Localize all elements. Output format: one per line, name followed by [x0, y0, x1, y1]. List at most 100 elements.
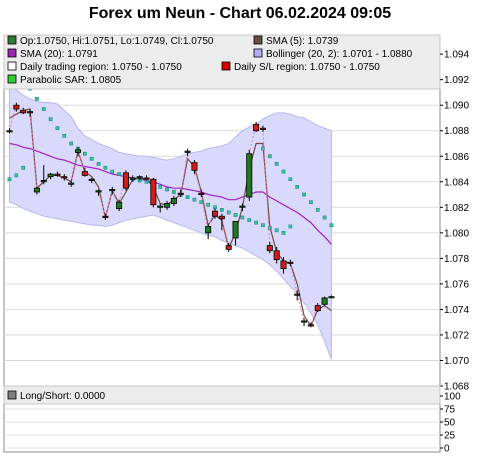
psar-dot — [329, 223, 334, 228]
candle-body — [184, 150, 191, 153]
legend-swatch — [221, 61, 231, 71]
lower-legend-background — [3, 385, 441, 405]
candle-body — [225, 245, 232, 250]
psar-dot — [14, 173, 19, 178]
psar-dot — [83, 151, 87, 156]
y-tick-label: 1.070 — [444, 356, 469, 367]
y-tick-label: 100 — [444, 392, 461, 403]
y-tick-label: 1.092 — [444, 75, 469, 86]
candle-body — [81, 171, 88, 176]
candle-body — [164, 203, 171, 208]
psar-dot — [233, 213, 238, 217]
y-tick-label: 0 — [444, 444, 450, 455]
legend-swatch — [7, 61, 17, 71]
psar-dot — [213, 205, 217, 210]
gap-connector — [104, 190, 113, 218]
candle-body — [246, 153, 253, 198]
psar-dot — [261, 223, 265, 228]
psar-dot — [267, 154, 272, 159]
candle-body — [129, 177, 136, 180]
candle-body — [239, 205, 246, 208]
psar-dot — [110, 169, 115, 174]
candle-body — [294, 293, 301, 296]
gap-connector — [29, 112, 38, 193]
legend-label: Parabolic SAR: 1.0805 — [20, 75, 122, 86]
legend-swatch — [7, 48, 17, 58]
candle-body — [205, 226, 212, 234]
candle-body — [259, 127, 266, 130]
y-tick-label: 1.094 — [444, 50, 469, 61]
psar-dot — [103, 165, 108, 170]
psar-dot — [48, 117, 53, 122]
psar-dot — [192, 197, 197, 202]
candle-body — [301, 320, 308, 323]
legend-label: Op:1.0750, Hi:1.0751, Lo:1.0749, Cl:1.07… — [20, 36, 214, 47]
gap-connector — [70, 152, 79, 184]
psar-dot — [144, 179, 149, 184]
psar-dot — [240, 215, 245, 220]
gap-connector — [296, 293, 305, 323]
psar-dot — [165, 187, 169, 192]
candle-body — [102, 215, 109, 218]
candle-body — [211, 210, 218, 217]
psar-dot — [281, 169, 286, 174]
psar-dot — [21, 165, 26, 170]
y-tick-label: 1.068 — [444, 382, 469, 393]
psar-dot — [322, 215, 327, 220]
legend: Op:1.0750, Hi:1.0751, Lo:1.0749, Cl:1.07… — [3, 34, 441, 90]
gap-connector — [180, 152, 189, 195]
psar-dot — [55, 126, 60, 131]
y-tick-label: 1.084 — [444, 177, 469, 188]
gap-connector — [221, 218, 230, 246]
y-tick-label: 1.086 — [444, 152, 469, 163]
candle-body — [150, 178, 157, 206]
candle-body — [266, 245, 273, 252]
candle-body — [307, 324, 314, 327]
lower-legend: Long/Short: 0.0000 — [3, 385, 441, 405]
psar-dot — [96, 162, 101, 166]
candle-body — [68, 182, 75, 185]
y-tick-label: 50 — [444, 418, 456, 429]
candle-body — [143, 177, 150, 180]
candle-body — [54, 173, 61, 176]
candle-body — [75, 149, 82, 153]
candle-body — [20, 109, 27, 114]
y-tick-label: 1.088 — [444, 126, 469, 137]
candle-body — [61, 176, 68, 179]
legend-label: Bollinger (20, 2): 1.0701 - 1.0880 — [266, 49, 413, 60]
candle-body — [273, 250, 280, 261]
candle-body — [33, 187, 40, 193]
psar-dot — [185, 195, 190, 199]
candlesticks — [6, 102, 335, 328]
sma20-line — [9, 142, 332, 245]
gap-connector — [289, 263, 298, 295]
psar-dot — [117, 172, 121, 176]
y-tick-label: 25 — [444, 431, 456, 442]
legend-label: SMA (5): 1.0739 — [266, 36, 339, 47]
legend-swatch — [7, 35, 17, 45]
legend-swatch — [7, 390, 17, 400]
psar-dot — [89, 156, 94, 161]
psar-dot — [254, 220, 258, 225]
candle-body — [13, 104, 20, 110]
chart-title: Forex um Neun - Chart 06.02.2024 09:05 — [89, 5, 391, 22]
candle-body — [280, 260, 287, 269]
candle-body — [27, 111, 34, 114]
candle-body — [314, 305, 321, 312]
long-short-axis: 0 25 50 75 100 — [440, 392, 461, 455]
candle-body — [198, 192, 205, 195]
psar-dot — [41, 107, 46, 111]
legend-label: Daily trading region: 1.0750 - 1.0750 — [20, 62, 182, 73]
candle-body — [170, 197, 177, 204]
psar-dot — [220, 208, 224, 212]
candle-body — [157, 205, 164, 208]
psar-dot — [158, 185, 163, 189]
psar-dot — [295, 185, 300, 189]
psar-dot — [199, 200, 204, 205]
psar-dot — [274, 162, 279, 166]
gap-connector — [98, 190, 106, 217]
candle-body — [40, 180, 47, 183]
candle-body — [109, 189, 116, 192]
y-tick-label: 75 — [444, 405, 456, 416]
